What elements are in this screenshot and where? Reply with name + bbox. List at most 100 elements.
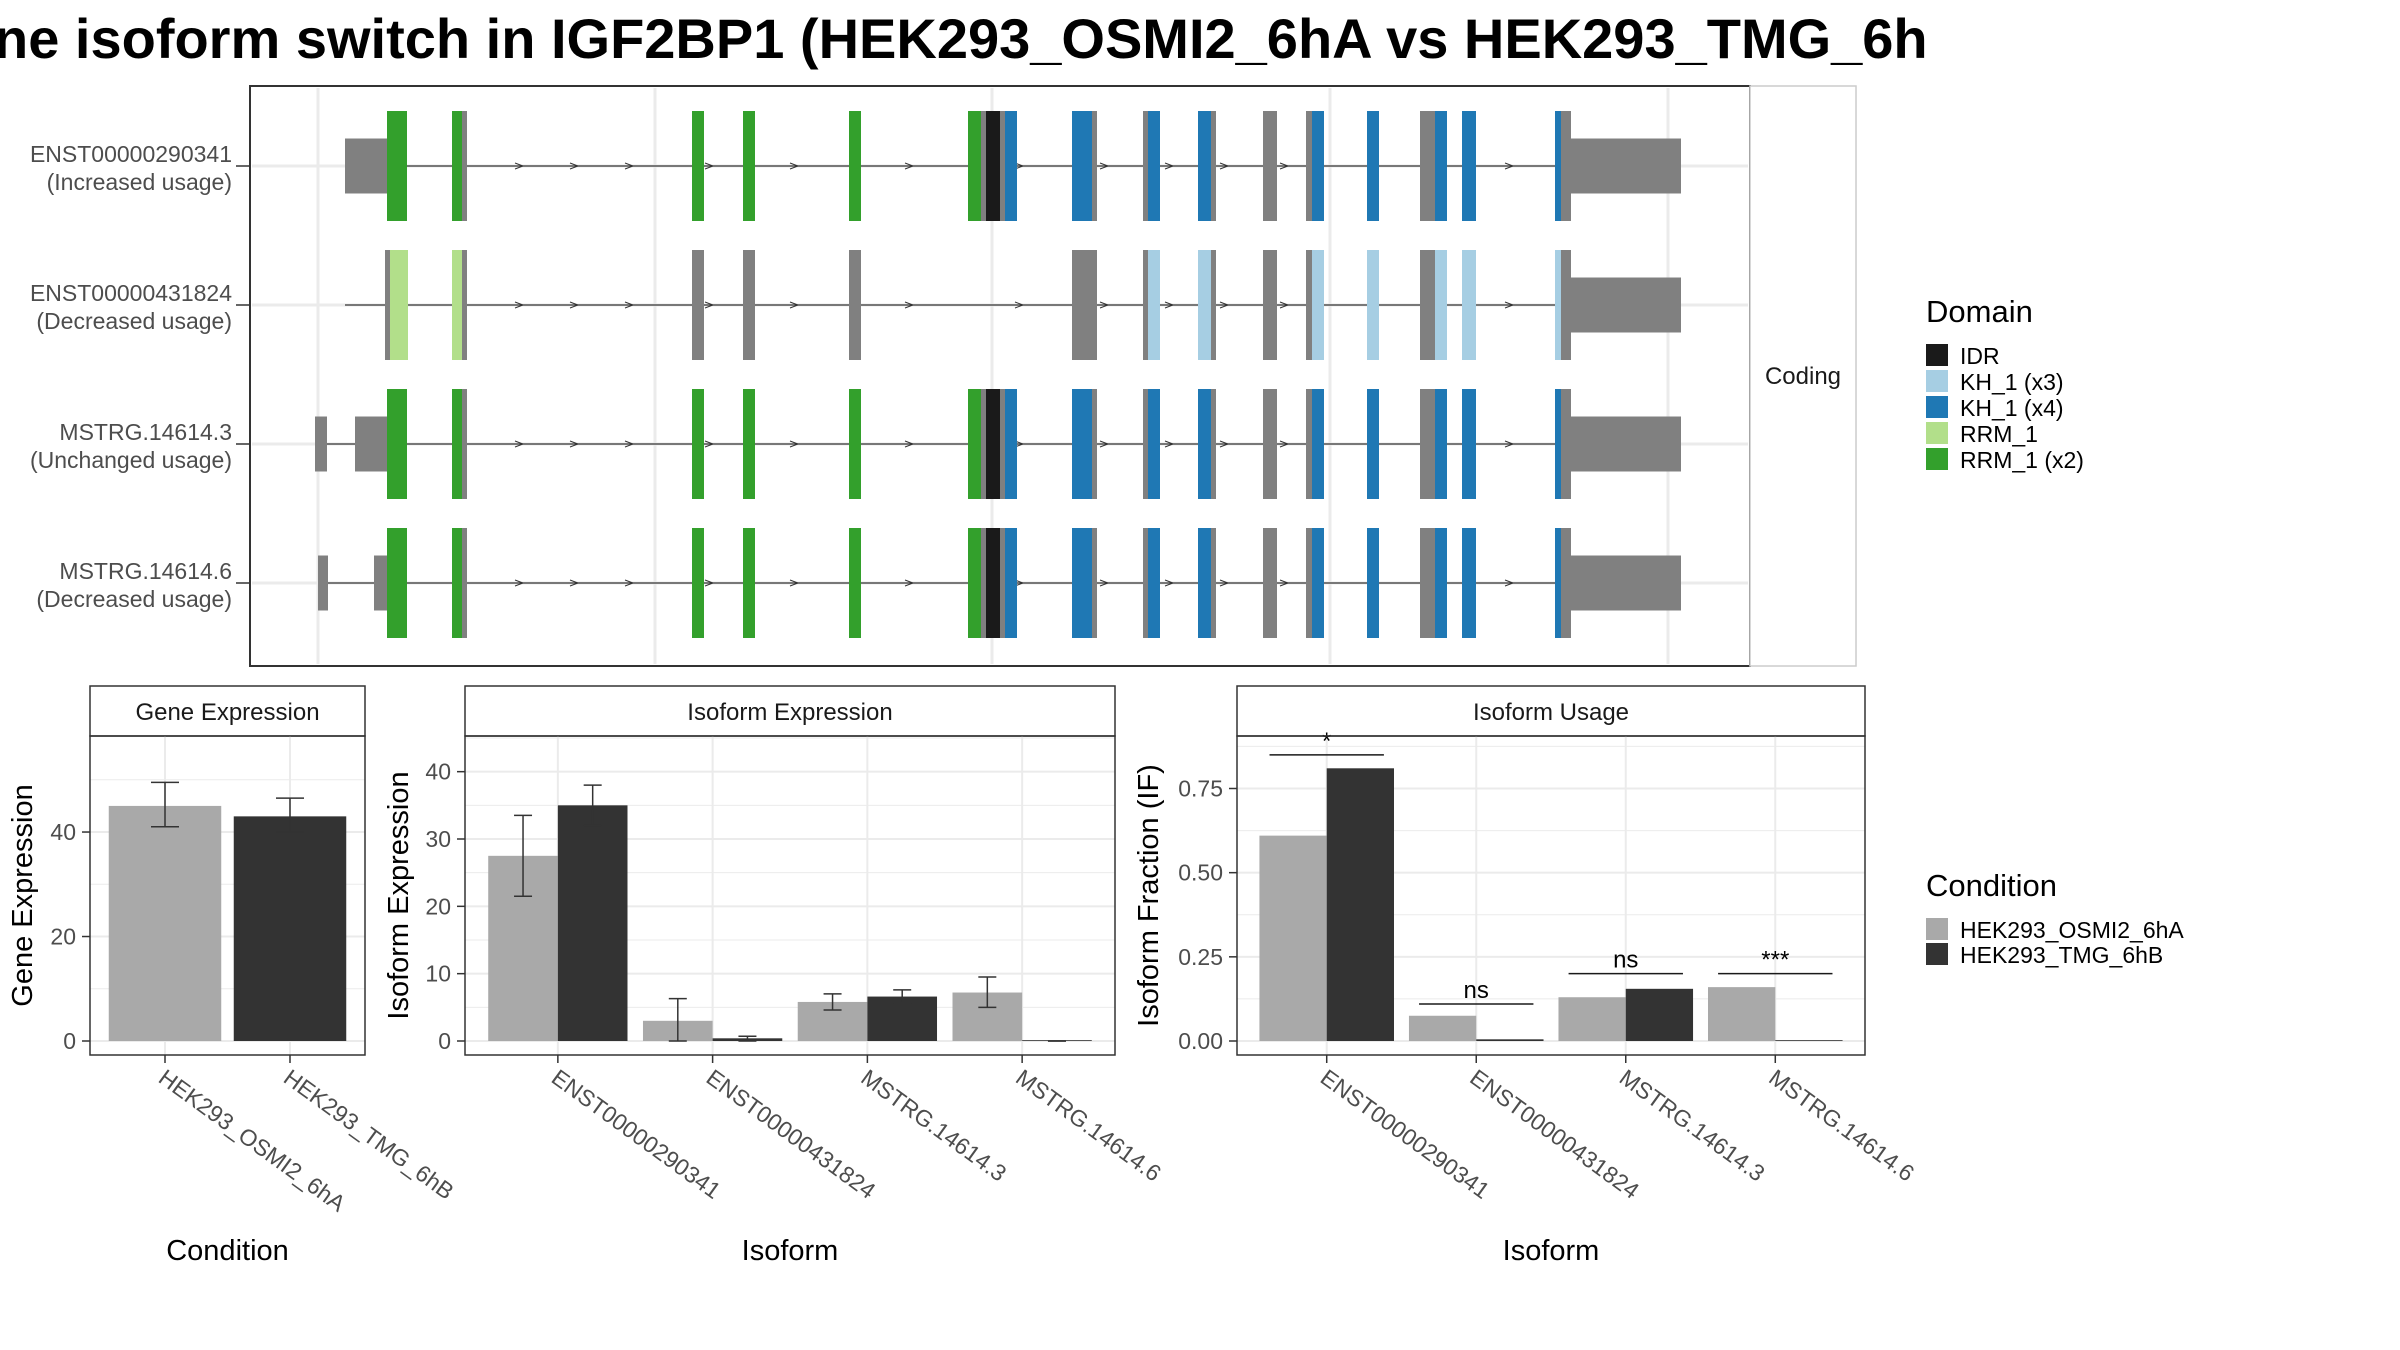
domain-legend-key (1926, 422, 1948, 444)
x-axis-title: Condition (166, 1235, 289, 1267)
intron-arrow (1279, 579, 1290, 587)
exon (1561, 389, 1571, 499)
y-tick-label: 0.75 (1178, 776, 1223, 802)
exon (1211, 389, 1216, 499)
y-axis-title: Gene Expression (7, 784, 39, 1006)
exon (1211, 111, 1216, 221)
exon (1561, 250, 1571, 360)
intron-arrow (704, 579, 715, 587)
structure-facet-strip (1749, 85, 1857, 667)
exon-kh-domain (1367, 528, 1379, 638)
domain-legend-key (1926, 344, 1948, 366)
exon-kh-domain (1148, 111, 1160, 221)
facet-label-coding: Coding (1765, 363, 1841, 390)
transcript-id-label: ENST00000431824 (30, 280, 232, 306)
exon-kh-domain (1198, 389, 1211, 499)
x-tick-label: MSTRG.14614.3 (856, 1064, 1011, 1186)
intron-arrow (624, 579, 635, 587)
exon (743, 389, 755, 499)
transcript-usage-label: (Decreased usage) (36, 308, 232, 334)
exon (1092, 528, 1097, 638)
exon-kh-domain (1198, 250, 1211, 360)
exon (981, 111, 986, 221)
facet-strip (89, 685, 366, 737)
transcript-usage-label: (Decreased usage) (36, 586, 232, 612)
transcript-row (345, 111, 1681, 221)
exon (1263, 111, 1277, 221)
exon (1263, 250, 1277, 360)
transcript-usage-label: (Increased usage) (47, 169, 232, 195)
exon (1263, 528, 1277, 638)
exon (1430, 528, 1435, 638)
transcript-id-label: MSTRG.14614.3 (59, 419, 232, 445)
exon-kh-domain (1072, 111, 1092, 221)
intron-arrow (624, 440, 635, 448)
intron-arrow (789, 162, 800, 170)
exon (1306, 389, 1312, 499)
domain-legend-label: RRM_1 (1960, 421, 2038, 447)
intron-arrow (569, 440, 580, 448)
exon-kh-domain (1072, 528, 1092, 638)
exon-kh-domain (1005, 111, 1017, 221)
bar (1625, 988, 1694, 1041)
exon (1420, 111, 1430, 221)
intron-arrow (904, 162, 915, 170)
exon (1000, 528, 1005, 638)
bar (1408, 1015, 1477, 1041)
intron-arrow (704, 301, 715, 309)
exon-kh-domain (1072, 250, 1092, 360)
exon-kh-domain (1462, 111, 1476, 221)
x-tick-label: ENST00000290341 (547, 1064, 726, 1204)
y-axis: 0.00 0.25 0.50 0.75 Isoform Fraction (IF) (1133, 764, 1237, 1054)
exon-kh-domain (1198, 111, 1211, 221)
intron-arrow (789, 301, 800, 309)
bars (1259, 768, 1843, 1041)
y-axis-title: Isoform Expression (383, 771, 415, 1019)
intron-arrow (1279, 440, 1290, 448)
exon (462, 389, 467, 499)
exon (1092, 111, 1097, 221)
exon (692, 111, 704, 221)
exon-kh-domain (1148, 250, 1160, 360)
y-tick-label: 0.00 (1178, 1028, 1223, 1054)
intron-arrow (1219, 579, 1230, 587)
exon-kh-domain (1005, 389, 1017, 499)
exon (1430, 111, 1435, 221)
facet-strip (1236, 685, 1866, 737)
intron-arrow (1504, 440, 1515, 448)
panel-border (89, 735, 366, 1056)
x-axis-title: Isoform (1503, 1235, 1600, 1267)
exon-kh-domain (1072, 389, 1092, 499)
exon-rrm-domain (387, 528, 407, 638)
exon (1561, 528, 1571, 638)
exon (1420, 528, 1430, 638)
y-axis: 0 20 40 Gene Expression (7, 784, 90, 1054)
exon-rrm-domain (968, 111, 981, 221)
intron-arrow (514, 301, 525, 309)
exon-kh-domain (1555, 111, 1561, 221)
exon-kh-domain (1462, 528, 1476, 638)
exon (981, 528, 986, 638)
exon-kh-domain (1555, 528, 1561, 638)
condition-legend-key (1926, 943, 1948, 965)
exon-kh-domain (1312, 250, 1324, 360)
transcript-row (315, 389, 1681, 499)
domain-legend-key (1926, 370, 1948, 392)
exon-rrm-domain (387, 111, 407, 221)
transcript-id-label: ENST00000290341 (30, 141, 232, 167)
intron-arrow (1219, 301, 1230, 309)
bar (557, 805, 628, 1041)
x-axis: ENST00000290341ENST00000431824MSTRG.1461… (547, 1055, 1166, 1267)
intron-arrow (569, 301, 580, 309)
y-tick-label: 0 (63, 1028, 76, 1054)
intron-arrow (624, 301, 635, 309)
bar (1476, 1039, 1544, 1041)
intron-arrow (1164, 440, 1175, 448)
exon (1430, 389, 1435, 499)
intron-arrow (1014, 162, 1025, 170)
intron-arrow (1164, 579, 1175, 587)
transcript-row (345, 250, 1681, 360)
y-tick-label: 20 (425, 893, 451, 919)
